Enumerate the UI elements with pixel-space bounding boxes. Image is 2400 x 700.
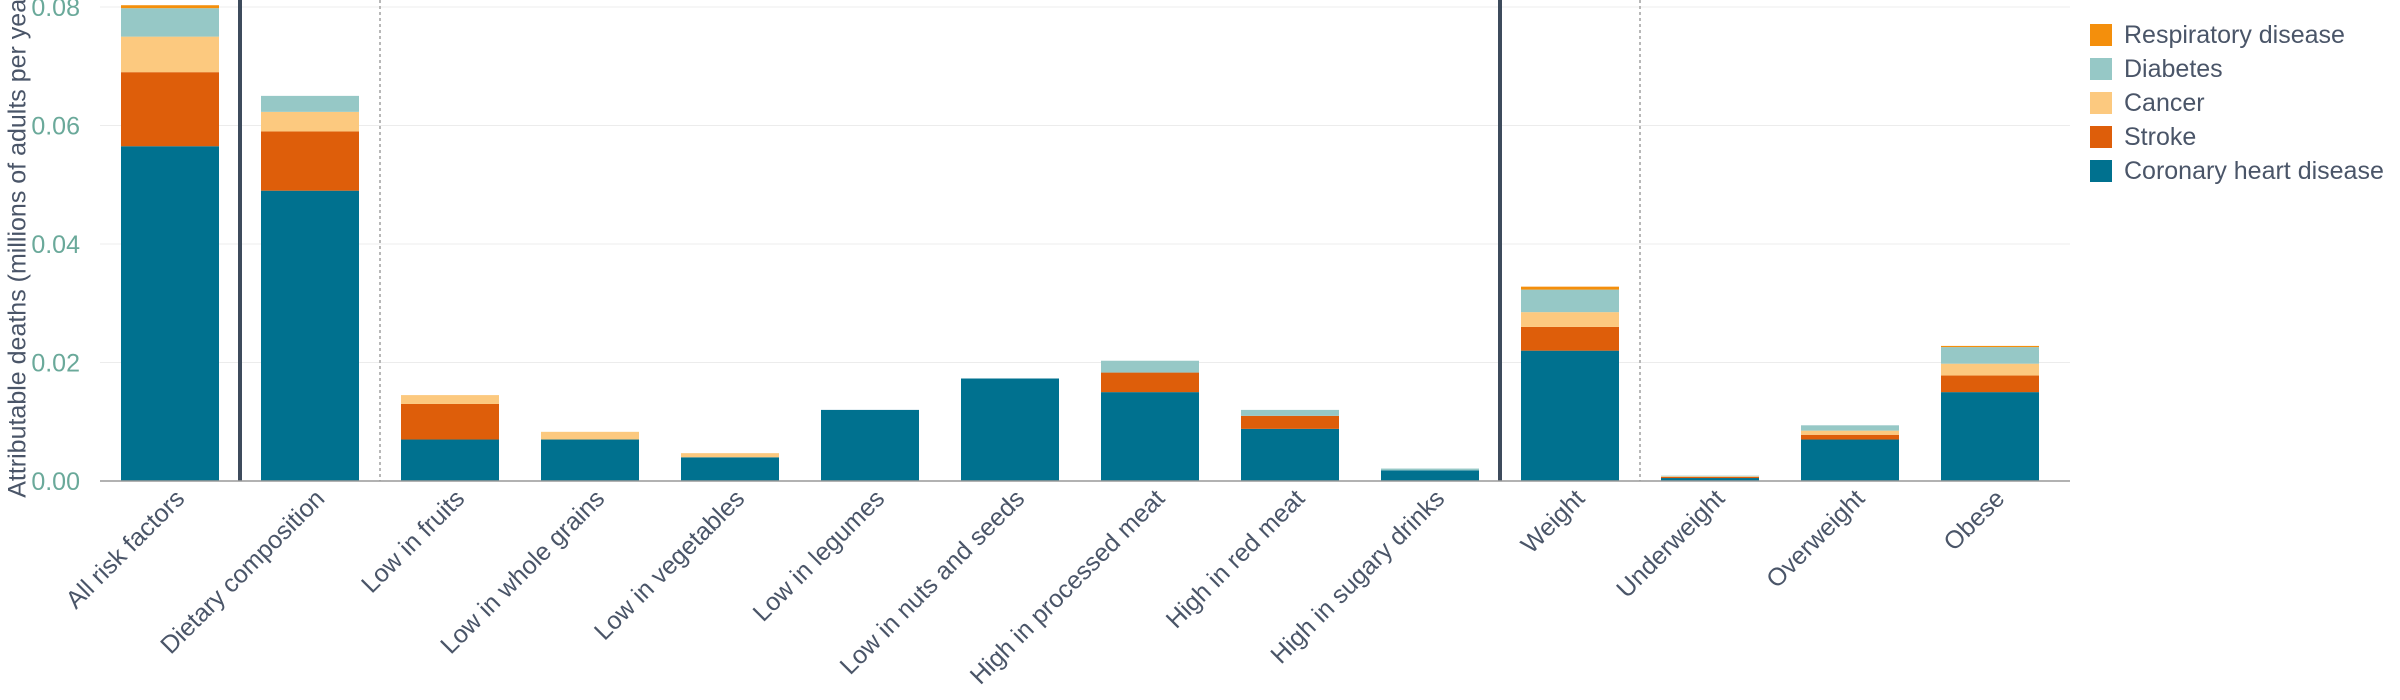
bar-segment (541, 439, 639, 481)
legend-item: Respiratory disease (2090, 18, 2384, 52)
x-tick-label: Overweight (1761, 484, 1870, 593)
y-tick-label: 0.00 (31, 468, 80, 496)
legend-swatch (2090, 92, 2112, 114)
bar-segment (261, 111, 359, 132)
bar-segment (1801, 434, 1899, 440)
bar-segment (1521, 326, 1619, 351)
bar-segment (261, 95, 359, 112)
bar-segment (1521, 286, 1619, 290)
bar-segment (1941, 345, 2039, 348)
y-tick-label: 0.06 (31, 113, 80, 141)
x-tick-label: Obese (1938, 484, 2010, 556)
bar-segment (1241, 428, 1339, 481)
bar-segment (1801, 425, 1899, 431)
y-axis-label-box: Attributable deaths (millions of adults … (0, 0, 40, 498)
legend-item: Coronary heart disease (2090, 154, 2384, 188)
bar-segment (121, 5, 219, 9)
legend-label: Coronary heart disease (2124, 156, 2384, 185)
bar-segment (121, 72, 219, 147)
bar-segment (1101, 392, 1199, 481)
bar-segment (1381, 468, 1479, 471)
legend: Respiratory disease Diabetes Cancer Stroke C… (2090, 18, 2384, 188)
bar-segment (961, 378, 1059, 481)
x-tick-label: Low in fruits (356, 484, 470, 598)
legend-item: Diabetes (2090, 52, 2384, 86)
legend-item: Stroke (2090, 120, 2384, 154)
bar-segment (121, 36, 219, 73)
legend-swatch (2090, 126, 2112, 148)
bar-segment (541, 431, 639, 440)
y-axis-label: Attributable deaths (millions of adults … (3, 0, 32, 498)
x-tick-label: Low in vegetables (589, 484, 750, 645)
bars (121, 5, 2039, 482)
legend-swatch (2090, 160, 2112, 182)
y-tick-label: 0.04 (31, 231, 80, 259)
bar-segment (1241, 415, 1339, 429)
bar-segment (1801, 439, 1899, 481)
bar-segment (1241, 409, 1339, 416)
bar-segment (1801, 430, 1899, 435)
bar-segment (1941, 347, 2039, 364)
bar-segment (821, 409, 919, 481)
bar-segment (1381, 470, 1479, 481)
bar-segment (1941, 392, 2039, 481)
bar-segment (1521, 289, 1619, 313)
x-tick-label: Weight (1516, 484, 1591, 559)
bar-segment (681, 457, 779, 481)
bar-segment (681, 453, 779, 458)
y-tick-label: 0.08 (31, 0, 80, 22)
bar-segment (1661, 478, 1759, 481)
bar-segment (1661, 476, 1759, 477)
x-tick-label: Low in legumes (748, 484, 891, 627)
bar-segment (401, 403, 499, 440)
bar-segment (261, 190, 359, 482)
legend-label: Stroke (2124, 122, 2197, 151)
x-tick-label: Underweight (1611, 484, 1730, 603)
bar-segment (1661, 476, 1759, 479)
bar-segment (121, 8, 219, 37)
bar-segment (1941, 375, 2039, 393)
legend-label: Diabetes (2124, 54, 2223, 83)
bar-segment (1101, 360, 1199, 373)
x-tick-label: High in red meat (1161, 484, 1311, 634)
bar-segment (121, 146, 219, 482)
legend-label: Cancer (2124, 88, 2205, 117)
x-tick-label: All risk factors (60, 484, 190, 614)
legend-swatch (2090, 58, 2112, 80)
bar-segment (1521, 350, 1619, 481)
bar-segment (1661, 475, 1759, 477)
legend-label: Respiratory disease (2124, 20, 2345, 49)
gridlines (100, 6, 2070, 363)
bar-segment (1101, 372, 1199, 393)
bar-segment (1521, 312, 1619, 327)
bar-segment (401, 395, 499, 404)
legend-item: Cancer (2090, 86, 2384, 120)
bar-segment (1941, 363, 2039, 376)
y-axis-ticks: 0.00 0.02 0.04 0.06 0.08 (31, 0, 80, 496)
legend-swatch (2090, 24, 2112, 46)
bar-segment (261, 131, 359, 191)
bar-segment (401, 439, 499, 481)
y-tick-label: 0.02 (31, 350, 80, 378)
group-separators (238, 0, 1641, 481)
